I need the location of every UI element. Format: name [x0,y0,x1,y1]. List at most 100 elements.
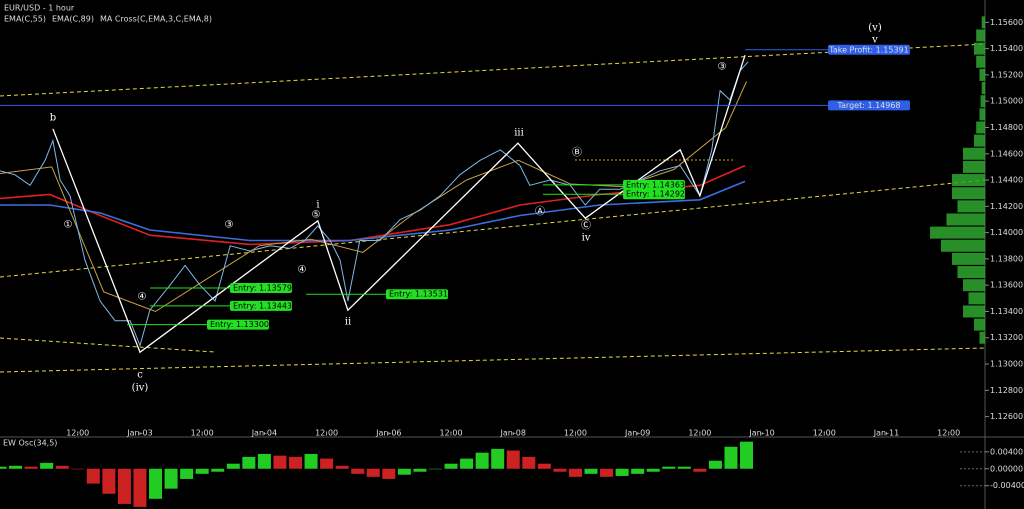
osc-bar [226,463,240,469]
profile-bar [930,226,985,239]
wave-label: c [137,370,143,381]
osc-bar [102,468,116,494]
osc-bar [180,468,194,479]
profile-bar [974,42,985,55]
y-tick-label: 1.12600 [990,412,1023,421]
y-tick-label: 1.14600 [990,149,1023,158]
osc-bar [211,468,225,472]
entry-box [230,282,292,293]
osc-bar [413,468,427,472]
osc-bar [320,458,334,469]
y-tick-label: 1.14800 [990,123,1023,132]
x-tick-label: Jan-03 [126,429,152,438]
y-tick-label: 1.14200 [990,202,1023,211]
x-tick-label: Jan-09 [624,429,650,438]
wave-label: iii [514,128,524,139]
profile-bar [976,121,985,134]
osc-tick-label: 0.00000 [990,464,1023,473]
osc-bar [428,468,442,470]
osc-bar [71,468,85,470]
profile-bar [963,147,985,160]
osc-bar [646,468,660,472]
osc-bar [460,458,474,469]
y-tick-label: 1.14000 [990,228,1023,237]
profile-bar [952,174,985,187]
osc-bar [195,468,209,474]
x-tick-label: 12:00 [813,429,836,438]
chart-title: EUR/USD - 1 hour [4,4,75,13]
wave-label: i [316,200,319,211]
osc-bar [662,466,676,469]
osc-bar [304,453,318,469]
y-tick-label: 1.15600 [990,18,1023,27]
x-tick-label: Jan-06 [375,429,401,438]
osc-bar [133,468,147,507]
entry-box [623,179,685,190]
x-tick-label: 12:00 [439,429,462,438]
wave-label: ii [345,317,351,328]
entry-box [623,189,685,200]
profile-bar [946,213,985,226]
x-tick-label: Jan-10 [748,429,774,438]
entry-label: Entry: 1.14363 [626,180,685,189]
osc-bar [164,468,178,489]
y-tick-label: 1.13000 [990,360,1023,369]
osc-bar [24,466,38,469]
profile-bar [974,134,985,147]
wave-pattern [52,55,746,354]
osc-bar [600,468,614,477]
wave-label: iv [582,233,591,244]
osc-bar [724,446,738,469]
osc-bar [242,456,256,469]
profile-bar [976,55,985,68]
channel-line [0,347,986,373]
y-tick-label: 1.12800 [990,386,1023,395]
x-tick-label: Jan-11 [873,429,899,438]
wave-label: ③ [718,62,727,73]
osc-bar [693,468,707,472]
osc-bar [475,452,489,469]
osc-bar [382,468,396,479]
x-tick-label: Jan-08 [500,429,526,438]
channel-line [0,179,986,278]
osc-bar [86,468,100,484]
osc-bar [584,468,598,474]
osc-bar [677,466,691,469]
wave-label: ④ [298,265,307,276]
osc-bar [351,468,365,474]
profile-bar [963,160,985,173]
wave-label: ④ [138,292,147,303]
wave-label: ⑤ [312,210,321,221]
wave-label: ③ [225,220,234,231]
wave-label: (v) [868,23,882,34]
y-tick-label: 1.15200 [990,70,1023,79]
entry-label: Entry: 1.13300 [210,320,269,329]
profile-bar [979,108,985,121]
osc-bar [117,468,131,504]
profile-bar [941,239,985,252]
legend-entry: EMA(C,55) [4,15,46,24]
osc-bar [553,468,567,472]
osc-bar [522,456,536,469]
profile-bar [980,95,985,108]
level-box [828,100,910,111]
entry-label: Entry: 1.13531 [389,290,448,299]
osc-bar [289,456,302,469]
osc-bar [740,441,754,469]
level-box [828,44,910,55]
osc-bar [257,453,271,469]
legend-entry: MA Cross(C,EMA,3,C,EMA,8) [100,15,212,24]
ma-line [0,81,747,313]
x-tick-label: Jan-04 [251,429,277,438]
osc-bar [537,463,551,469]
profile-bar [981,82,985,95]
osc-tick-label: -0.00400 [990,481,1024,490]
wave-label: ① [64,220,73,231]
osc-bar [335,465,349,469]
osc-bar [149,468,163,499]
y-tick-label: 1.15000 [990,97,1023,106]
osc-tick-label: 0.00400 [990,447,1023,456]
profile-bar [952,252,985,265]
